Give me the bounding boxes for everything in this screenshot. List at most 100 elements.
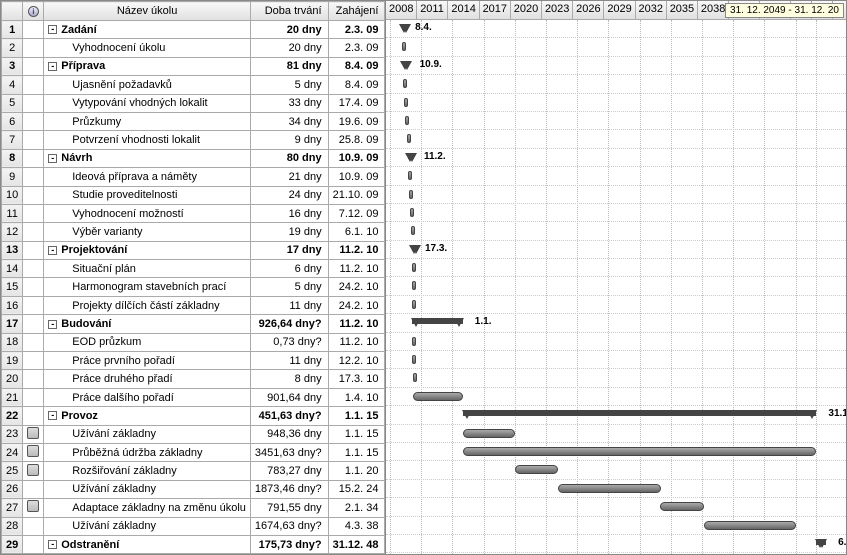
col-header-start[interactable]: Zahájení xyxy=(328,2,385,21)
task-name-cell[interactable]: Užívání základny xyxy=(44,517,251,535)
task-bar[interactable] xyxy=(558,484,661,493)
duration-cell[interactable]: 9 dny xyxy=(250,131,328,149)
row-number[interactable]: 12 xyxy=(2,223,23,241)
task-name-cell[interactable]: Vytypování vhodných lokalit xyxy=(44,94,251,112)
row-number[interactable]: 28 xyxy=(2,517,23,535)
task-name-cell[interactable]: Ujasnění požadavků xyxy=(44,76,251,94)
duration-cell[interactable]: 33 dny xyxy=(250,94,328,112)
task-row[interactable]: 8-Návrh80 dny10.9. 09 xyxy=(2,149,385,167)
duration-cell[interactable]: 19 dny xyxy=(250,223,328,241)
task-name-cell[interactable]: Vyhodnocení úkolu xyxy=(44,39,251,57)
task-row[interactable]: 9Ideová příprava a náměty21 dny10.9. 09 xyxy=(2,168,385,186)
duration-cell[interactable]: 1873,46 dny? xyxy=(250,480,328,498)
task-name-cell[interactable]: Práce prvního pořadí xyxy=(44,352,251,370)
start-cell[interactable]: 31.12. 48 xyxy=(328,535,385,553)
duration-cell[interactable]: 21 dny xyxy=(250,168,328,186)
start-cell[interactable]: 1.1. 20 xyxy=(328,462,385,480)
duration-cell[interactable]: 34 dny xyxy=(250,112,328,130)
row-number[interactable]: 3 xyxy=(2,57,23,75)
task-row[interactable]: 13-Projektování17 dny11.2. 10 xyxy=(2,241,385,259)
row-number[interactable]: 13 xyxy=(2,241,23,259)
collapse-button[interactable]: - xyxy=(48,411,57,420)
start-cell[interactable]: 7.12. 09 xyxy=(328,204,385,222)
task-name-cell[interactable]: Práce druhého přadí xyxy=(44,370,251,388)
task-name-cell[interactable]: Potvrzení vhodnosti lokalit xyxy=(44,131,251,149)
task-name-cell[interactable]: Průzkumy xyxy=(44,112,251,130)
summary-bar[interactable] xyxy=(403,61,409,67)
summary-bar[interactable] xyxy=(408,153,414,159)
task-row[interactable]: 22-Provoz451,63 dny?1.1. 15 xyxy=(2,407,385,425)
task-name-cell[interactable]: Výběr varianty xyxy=(44,223,251,241)
row-number[interactable]: 24 xyxy=(2,443,23,461)
col-header-duration[interactable]: Doba trvání xyxy=(250,2,328,21)
start-cell[interactable]: 17.4. 09 xyxy=(328,94,385,112)
task-row[interactable]: 20Práce druhého přadí8 dny17.3. 10 xyxy=(2,370,385,388)
row-number[interactable]: 22 xyxy=(2,407,23,425)
start-cell[interactable]: 1.1. 15 xyxy=(328,407,385,425)
task-name-cell[interactable]: Harmonogram stavebních prací xyxy=(44,278,251,296)
collapse-button[interactable]: - xyxy=(48,62,57,71)
row-number[interactable]: 26 xyxy=(2,480,23,498)
task-row[interactable]: 25Rozšiřování základny783,27 dny1.1. 20 xyxy=(2,462,385,480)
task-name-cell[interactable]: Ideová příprava a náměty xyxy=(44,168,251,186)
start-cell[interactable]: 1.1. 15 xyxy=(328,443,385,461)
duration-cell[interactable]: 17 dny xyxy=(250,241,328,259)
duration-cell[interactable]: 901,64 dny xyxy=(250,388,328,406)
start-cell[interactable]: 25.8. 09 xyxy=(328,131,385,149)
task-bar[interactable] xyxy=(407,134,411,143)
task-bar[interactable] xyxy=(412,337,416,346)
duration-cell[interactable]: 0,73 dny? xyxy=(250,333,328,351)
summary-bar[interactable] xyxy=(816,539,826,545)
task-bar[interactable] xyxy=(413,392,462,401)
task-name-cell[interactable]: EOD průzkum xyxy=(44,333,251,351)
collapse-button[interactable]: - xyxy=(48,246,57,255)
duration-cell[interactable]: 20 dny xyxy=(250,21,328,39)
duration-cell[interactable]: 926,64 dny? xyxy=(250,315,328,333)
task-name-cell[interactable]: Rozšiřování základny xyxy=(44,462,251,480)
task-row[interactable]: 10Studie proveditelnosti24 dny21.10. 09 xyxy=(2,186,385,204)
summary-bar[interactable] xyxy=(402,24,408,30)
task-bar[interactable] xyxy=(409,190,413,199)
duration-cell[interactable]: 451,63 dny? xyxy=(250,407,328,425)
row-number[interactable]: 17 xyxy=(2,315,23,333)
task-bar[interactable] xyxy=(402,42,406,51)
start-cell[interactable]: 11.2. 10 xyxy=(328,260,385,278)
task-row[interactable]: 18EOD průzkum0,73 dny?11.2. 10 xyxy=(2,333,385,351)
row-number[interactable]: 29 xyxy=(2,535,23,553)
task-bar[interactable] xyxy=(411,226,415,235)
start-cell[interactable]: 8.4. 09 xyxy=(328,57,385,75)
task-name-cell[interactable]: Užívání základny xyxy=(44,480,251,498)
row-number[interactable]: 8 xyxy=(2,149,23,167)
collapse-button[interactable]: - xyxy=(48,320,57,329)
duration-cell[interactable]: 80 dny xyxy=(250,149,328,167)
start-cell[interactable]: 12.2. 10 xyxy=(328,352,385,370)
duration-cell[interactable]: 3451,63 dny? xyxy=(250,443,328,461)
task-bar[interactable] xyxy=(412,355,416,364)
task-bar[interactable] xyxy=(704,521,796,530)
start-cell[interactable]: 6.1. 10 xyxy=(328,223,385,241)
duration-cell[interactable]: 11 dny xyxy=(250,352,328,370)
start-cell[interactable]: 2.3. 09 xyxy=(328,39,385,57)
row-number[interactable]: 20 xyxy=(2,370,23,388)
task-row[interactable]: 3-Příprava81 dny8.4. 09 xyxy=(2,57,385,75)
task-name-cell[interactable]: Užívání základny xyxy=(44,425,251,443)
task-row[interactable]: 17-Budování926,64 dny?11.2. 10 xyxy=(2,315,385,333)
task-row[interactable]: 6Průzkumy34 dny19.6. 09 xyxy=(2,112,385,130)
duration-cell[interactable]: 16 dny xyxy=(250,204,328,222)
row-number[interactable]: 23 xyxy=(2,425,23,443)
task-row[interactable]: 4Ujasnění požadavků5 dny8.4. 09 xyxy=(2,76,385,94)
task-bar[interactable] xyxy=(410,208,414,217)
task-bar[interactable] xyxy=(660,502,703,511)
task-name-cell[interactable]: Práce dalšího pořadí xyxy=(44,388,251,406)
task-row[interactable]: 23Užívání základny948,36 dny1.1. 15 xyxy=(2,425,385,443)
task-bar[interactable] xyxy=(404,98,408,107)
task-name-cell[interactable]: -Odstranění xyxy=(44,535,251,553)
duration-cell[interactable]: 5 dny xyxy=(250,278,328,296)
task-name-cell[interactable]: Projekty dílčích částí základny xyxy=(44,296,251,314)
start-cell[interactable]: 24.2. 10 xyxy=(328,278,385,296)
duration-cell[interactable]: 11 dny xyxy=(250,296,328,314)
start-cell[interactable]: 2.3. 09 xyxy=(328,21,385,39)
row-number[interactable]: 6 xyxy=(2,112,23,130)
task-bar[interactable] xyxy=(412,263,416,272)
gantt-chart-pane[interactable]: 2008201120142017202020232026202920322035… xyxy=(386,1,846,554)
